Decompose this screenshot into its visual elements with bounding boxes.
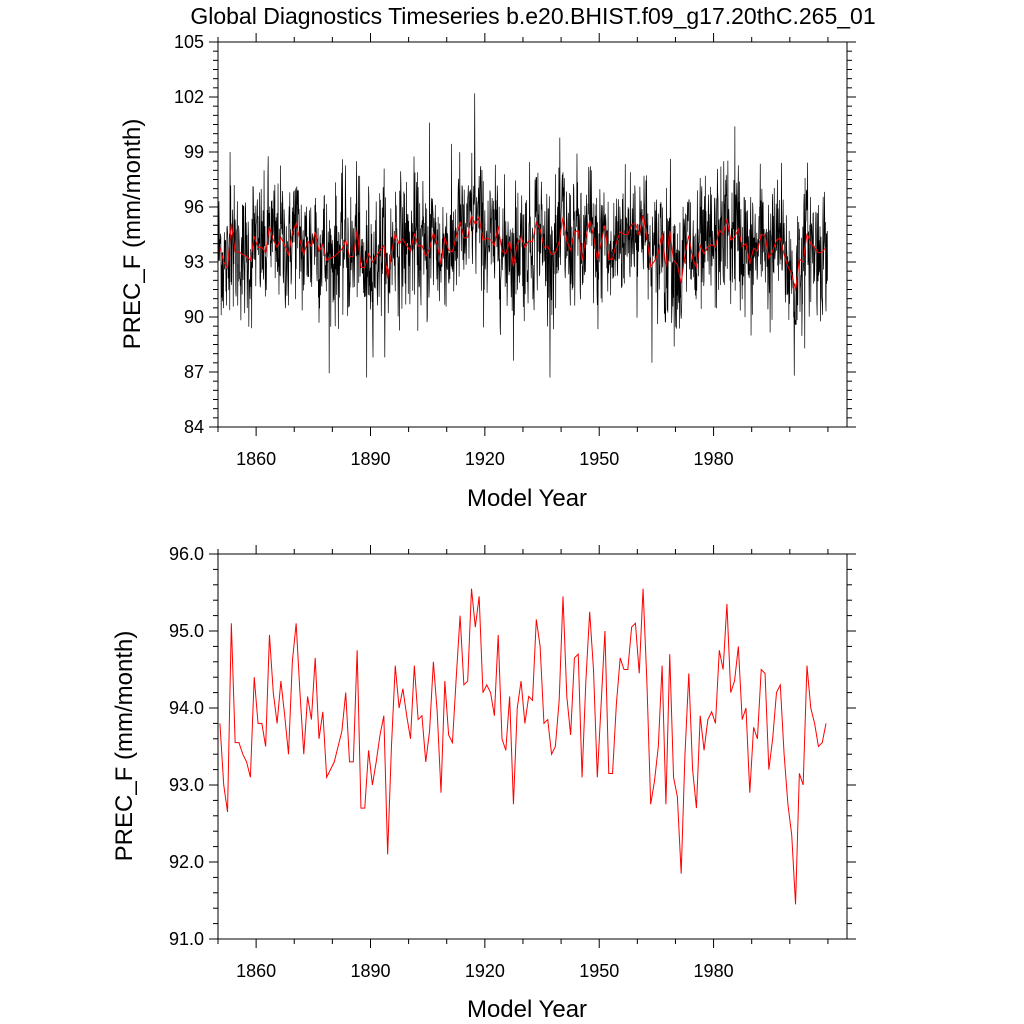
bottom-y-tick-label: 95.0 <box>169 621 204 641</box>
top-x-tick-label: 1920 <box>465 449 505 469</box>
bottom-panel: 91.0 92.0 93.0 94.0 95.0 96.0 1860 1890 1920 195… <box>111 544 856 1023</box>
top-y-tick-label: 105 <box>174 32 204 52</box>
bottom-x-axis: 1860 1890 1920 1950 1980 <box>217 545 829 981</box>
top-x-axis-label: Model Year <box>467 485 587 512</box>
bottom-y-tick-label: 96.0 <box>169 544 204 564</box>
top-y-axis: 84 87 90 93 96 99 102 105 <box>174 32 856 437</box>
top-y-tick-label: 96 <box>184 197 204 217</box>
bottom-plot-frame <box>217 553 848 940</box>
bottom-x-tick-label: 1950 <box>579 961 619 981</box>
top-x-tick-label: 1860 <box>236 449 276 469</box>
top-y-tick-label: 87 <box>184 362 204 382</box>
bottom-x-tick-label: 1980 <box>694 961 734 981</box>
bottom-x-tick-label: 1890 <box>350 961 390 981</box>
bottom-x-tick-label: 1920 <box>465 961 505 981</box>
bottom-x-axis-label: Model Year <box>467 996 587 1023</box>
top-y-axis-label: PREC_F (mm/month) <box>119 119 146 350</box>
bottom-y-axis-label: PREC_F (mm/month) <box>111 631 138 862</box>
top-monthly-series <box>218 93 828 378</box>
top-x-tick-label: 1950 <box>579 449 619 469</box>
bottom-y-tick-label: 92.0 <box>169 852 204 872</box>
top-y-tick-label: 102 <box>174 87 204 107</box>
top-annual-series <box>219 213 827 291</box>
bottom-x-tick-label: 1860 <box>236 961 276 981</box>
top-y-tick-label: 93 <box>184 252 204 272</box>
top-x-tick-label: 1980 <box>694 449 734 469</box>
bottom-y-tick-label: 93.0 <box>169 775 204 795</box>
bottom-annual-series <box>219 588 827 905</box>
figure-title: Global Diagnostics Timeseries b.e20.BHIS… <box>190 3 875 29</box>
top-y-tick-label: 90 <box>184 307 204 327</box>
bottom-y-tick-label: 94.0 <box>169 698 204 718</box>
bottom-y-tick-label: 91.0 <box>169 929 204 949</box>
top-y-tick-label: 99 <box>184 142 204 162</box>
bottom-y-axis: 91.0 92.0 93.0 94.0 95.0 96.0 <box>169 544 856 949</box>
top-x-tick-label: 1890 <box>350 449 390 469</box>
top-y-tick-label: 84 <box>184 417 204 437</box>
top-x-axis: 1860 1890 1920 1950 1980 <box>217 33 829 469</box>
